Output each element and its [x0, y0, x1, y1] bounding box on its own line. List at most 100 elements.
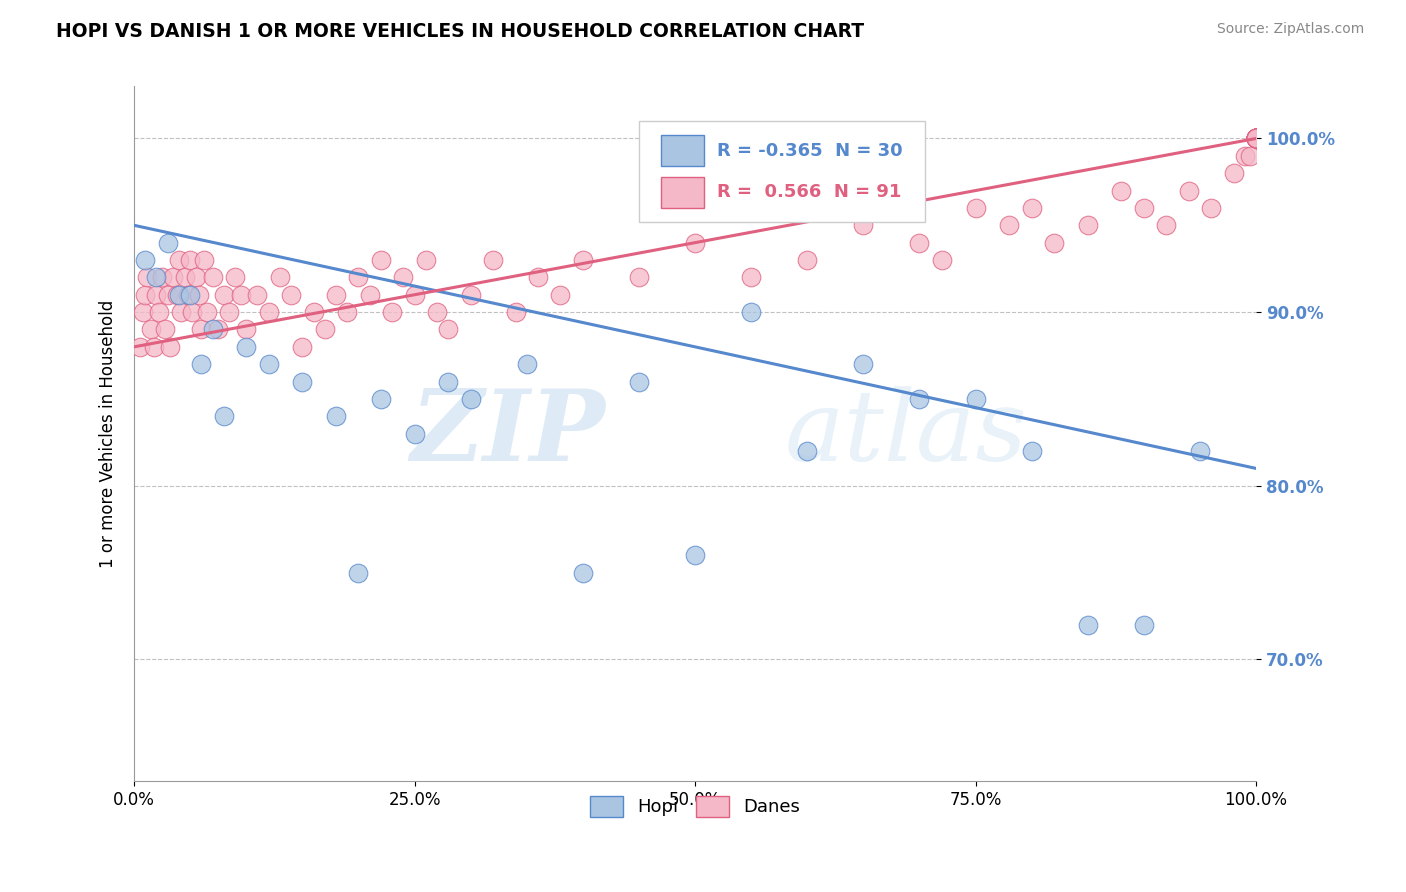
Point	[437, 375, 460, 389]
Text: R = -0.365  N = 30: R = -0.365 N = 30	[717, 142, 903, 160]
Point	[1244, 131, 1267, 145]
Point	[740, 305, 762, 319]
Point	[437, 322, 460, 336]
Point	[188, 287, 211, 301]
Point	[683, 235, 706, 250]
Point	[134, 287, 156, 301]
Point	[415, 253, 437, 268]
Point	[1244, 131, 1267, 145]
Point	[162, 270, 184, 285]
Point	[572, 253, 595, 268]
Text: HOPI VS DANISH 1 OR MORE VEHICLES IN HOUSEHOLD CORRELATION CHART: HOPI VS DANISH 1 OR MORE VEHICLES IN HOU…	[56, 22, 865, 41]
Point	[159, 340, 181, 354]
Point	[201, 322, 224, 336]
Point	[207, 322, 229, 336]
Point	[359, 287, 381, 301]
Point	[627, 375, 650, 389]
Point	[998, 219, 1021, 233]
Point	[212, 287, 235, 301]
Point	[460, 392, 482, 406]
Point	[1244, 131, 1267, 145]
Point	[336, 305, 359, 319]
Point	[145, 287, 167, 301]
Point	[1133, 617, 1156, 632]
Point	[291, 375, 314, 389]
Point	[381, 305, 404, 319]
Point	[190, 357, 212, 371]
Point	[1244, 131, 1267, 145]
Point	[156, 235, 179, 250]
Point	[1021, 201, 1043, 215]
Point	[1239, 149, 1261, 163]
Point	[128, 340, 150, 354]
Point	[683, 548, 706, 562]
Point	[195, 305, 218, 319]
Point	[1233, 149, 1256, 163]
Point	[347, 270, 370, 285]
Point	[796, 444, 818, 458]
Point	[212, 409, 235, 424]
Point	[347, 566, 370, 580]
Point	[201, 270, 224, 285]
Point	[257, 305, 280, 319]
Point	[246, 287, 269, 301]
Point	[280, 287, 302, 301]
Point	[177, 287, 200, 301]
Text: Source: ZipAtlas.com: Source: ZipAtlas.com	[1216, 22, 1364, 37]
FancyBboxPatch shape	[661, 177, 704, 208]
Point	[740, 270, 762, 285]
Point	[1199, 201, 1222, 215]
Point	[1043, 235, 1066, 250]
Point	[370, 392, 392, 406]
Point	[1244, 131, 1267, 145]
Point	[1244, 131, 1267, 145]
Point	[179, 287, 201, 301]
Point	[1077, 219, 1099, 233]
Point	[404, 426, 426, 441]
Point	[852, 357, 875, 371]
Point	[224, 270, 246, 285]
Point	[257, 357, 280, 371]
Point	[908, 235, 931, 250]
Point	[1111, 184, 1133, 198]
Legend: Hopi, Danes: Hopi, Danes	[583, 789, 807, 824]
Point	[1244, 131, 1267, 145]
Point	[572, 566, 595, 580]
Point	[852, 219, 875, 233]
Point	[156, 287, 179, 301]
Point	[269, 270, 291, 285]
Point	[1133, 201, 1156, 215]
Point	[139, 322, 162, 336]
Point	[1188, 444, 1211, 458]
Point	[229, 287, 252, 301]
Point	[460, 287, 482, 301]
Point	[1244, 131, 1267, 145]
Point	[1077, 617, 1099, 632]
Point	[908, 392, 931, 406]
Point	[150, 270, 173, 285]
FancyBboxPatch shape	[661, 135, 704, 166]
Point	[291, 340, 314, 354]
Point	[527, 270, 550, 285]
Point	[931, 253, 953, 268]
Point	[314, 322, 336, 336]
Point	[134, 253, 156, 268]
Point	[1244, 131, 1267, 145]
Point	[1154, 219, 1177, 233]
Point	[1244, 131, 1267, 145]
Point	[145, 270, 167, 285]
Point	[516, 357, 538, 371]
Point	[148, 305, 170, 319]
Point	[190, 322, 212, 336]
Point	[392, 270, 415, 285]
Point	[302, 305, 325, 319]
Point	[325, 409, 347, 424]
Point	[426, 305, 449, 319]
Point	[193, 253, 215, 268]
Point	[184, 270, 207, 285]
Point	[173, 270, 195, 285]
Point	[550, 287, 572, 301]
Point	[796, 253, 818, 268]
Point	[167, 253, 190, 268]
Point	[370, 253, 392, 268]
